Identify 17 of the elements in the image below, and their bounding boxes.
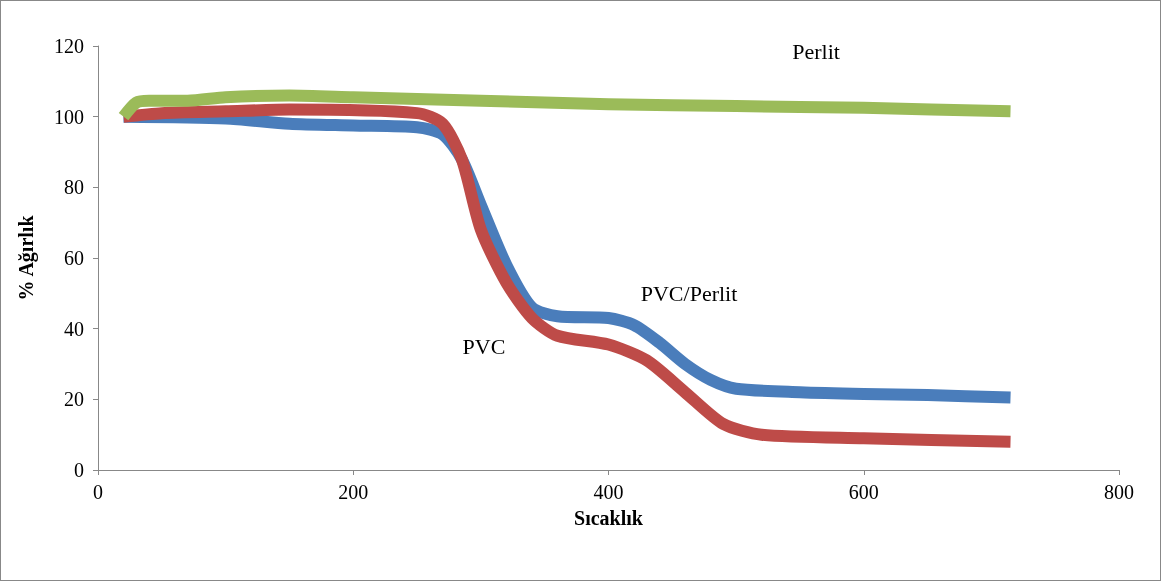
x-tick-label: 800: [1104, 481, 1134, 503]
y-tick-label: 60: [64, 247, 84, 269]
y-tick-label: 120: [54, 35, 84, 57]
x-tick-label: 0: [93, 481, 103, 503]
y-tick-label: 80: [64, 176, 84, 199]
x-axis-title: Sıcaklık: [574, 507, 644, 529]
x-tick-label: 400: [593, 481, 624, 503]
y-tick-label: 20: [64, 388, 84, 411]
x-tick-label: 200: [338, 481, 369, 503]
x-tick-label: 600: [848, 481, 879, 503]
y-axis-title: % Ağırlık: [15, 214, 38, 301]
series-label: PVC/Perlit: [640, 280, 738, 306]
series-label: PVC: [462, 333, 506, 359]
series-label: Perlit: [792, 38, 840, 64]
y-tick-label: 40: [64, 317, 84, 340]
y-tick-label: 100: [54, 105, 84, 128]
y-tick-label: 0: [74, 459, 84, 481]
